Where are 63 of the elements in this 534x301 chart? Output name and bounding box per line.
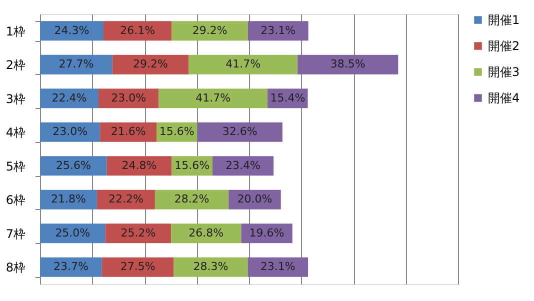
- data-label: 28.3%: [193, 260, 228, 274]
- legend-label: 開催2: [488, 39, 520, 53]
- data-label: 23.4%: [226, 158, 260, 172]
- bar: [174, 257, 248, 277]
- data-label: 22.2%: [108, 192, 144, 206]
- data-label: 25.2%: [120, 226, 156, 240]
- data-label: 24.3%: [54, 24, 90, 37]
- bar: [105, 224, 172, 244]
- data-label: 21.8%: [51, 192, 86, 206]
- bar: [158, 88, 268, 108]
- y-tick-label: 5枠: [6, 159, 26, 174]
- bar: [102, 257, 174, 277]
- data-label: 23.1%: [260, 260, 296, 274]
- bar: [40, 21, 104, 41]
- data-label: 27.5%: [120, 260, 156, 274]
- data-label: 23.7%: [53, 260, 88, 274]
- data-label: 21.6%: [110, 125, 146, 138]
- bar: [172, 21, 248, 41]
- data-label: 20.0%: [237, 192, 272, 206]
- data-label: 25.6%: [56, 158, 91, 172]
- bar: [40, 224, 106, 244]
- data-label: 19.6%: [249, 226, 284, 240]
- data-label: 41.7%: [226, 58, 261, 71]
- data-label: 38.5%: [330, 58, 366, 71]
- bar: [171, 224, 242, 244]
- data-label: 15.4%: [270, 91, 306, 104]
- bar: [40, 257, 102, 277]
- data-label: 26.8%: [188, 226, 224, 240]
- y-tick-label: 4枠: [6, 126, 26, 140]
- legend-label: 開催3: [488, 65, 520, 79]
- bar: [103, 21, 172, 41]
- legend-label: 開催1: [488, 13, 520, 27]
- y-tick-label: 7枠: [6, 226, 26, 241]
- data-label: 24.8%: [122, 158, 157, 172]
- data-label: 41.7%: [196, 91, 231, 104]
- bar: [112, 54, 189, 74]
- data-label: 22.4%: [52, 91, 87, 104]
- data-label: 25.0%: [55, 226, 90, 240]
- legend-label: 開催4: [488, 91, 520, 105]
- data-label: 29.2%: [133, 58, 168, 71]
- data-label: 23.1%: [260, 24, 296, 37]
- data-label: 28.2%: [174, 192, 210, 206]
- data-label: 15.6%: [159, 125, 194, 138]
- bar: [248, 257, 308, 277]
- bar: [154, 190, 229, 210]
- data-label: 26.1%: [120, 24, 156, 37]
- data-label: 32.6%: [222, 125, 258, 138]
- bar: [197, 122, 282, 142]
- y-tick-label: 3枠: [6, 92, 26, 106]
- data-label: 15.6%: [174, 158, 210, 172]
- y-tick-label: 8枠: [6, 260, 26, 275]
- y-tick-label: 1枠: [6, 24, 26, 38]
- bar: [40, 156, 107, 176]
- data-label: 29.2%: [192, 24, 228, 37]
- data-label: 27.7%: [58, 58, 94, 71]
- bar: [40, 54, 112, 74]
- data-label: 23.0%: [52, 125, 88, 138]
- data-label: 23.0%: [111, 91, 146, 104]
- bar: [188, 54, 298, 74]
- bar: [248, 21, 308, 41]
- bar: [298, 54, 398, 74]
- y-tick-label: 6枠: [6, 193, 26, 208]
- y-tick-label: 2枠: [6, 58, 26, 72]
